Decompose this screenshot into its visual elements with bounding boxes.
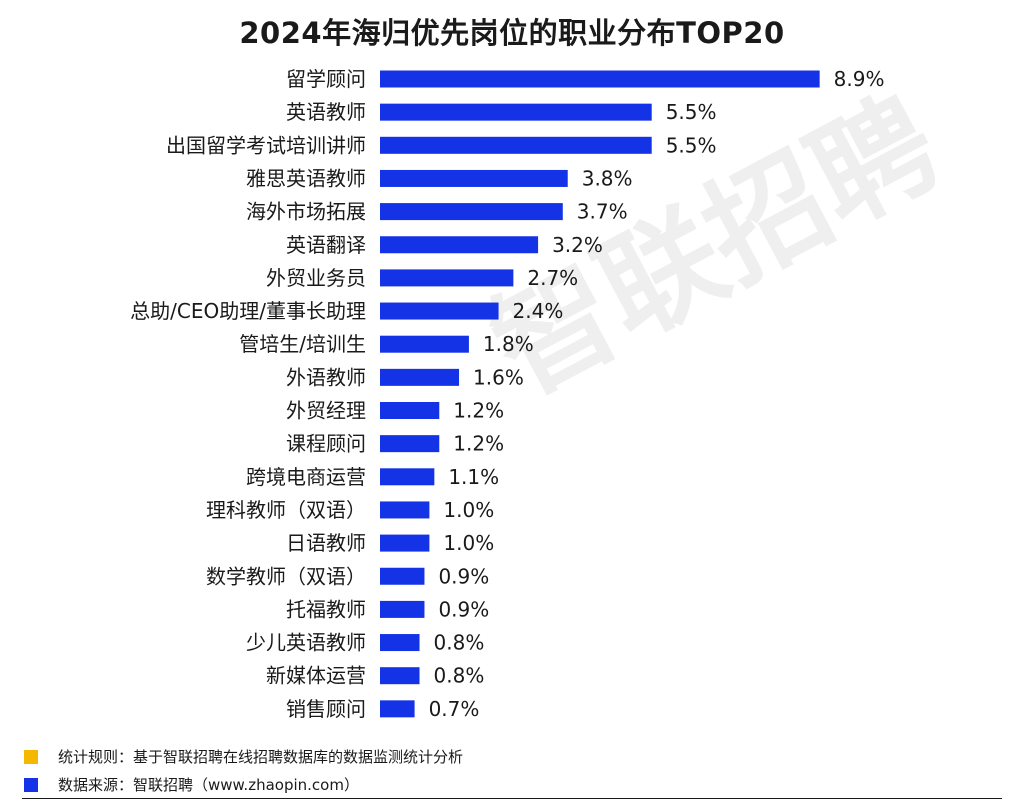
bar — [380, 169, 568, 187]
value-label: 0.8% — [434, 664, 485, 688]
category-label: 日语教师 — [286, 531, 366, 555]
category-label: 外贸业务员 — [266, 266, 366, 290]
value-label: 0.8% — [434, 631, 485, 655]
rule-legend-square — [24, 749, 38, 764]
value-label: 1.2% — [453, 399, 504, 423]
category-label: 外贸经理 — [286, 399, 366, 423]
category-label: 少儿英语教师 — [246, 631, 366, 655]
value-label: 2.7% — [527, 266, 578, 290]
bar — [380, 236, 539, 254]
value-label: 0.9% — [438, 564, 489, 588]
bar — [380, 667, 420, 685]
category-label: 课程顾问 — [286, 432, 366, 456]
value-label: 1.0% — [443, 498, 494, 522]
category-label: 销售顾问 — [286, 697, 366, 721]
footer-rule: 统计规则：基于智联招聘在线招聘数据库的数据监测统计分析 — [24, 746, 1004, 767]
bar — [380, 368, 460, 386]
value-label: 3.8% — [582, 166, 633, 190]
category-label: 留学顾问 — [286, 67, 366, 91]
footer-source-text: 数据来源：智联招聘（www.zhaopin.com） — [58, 776, 359, 794]
category-label: 数学教师（双语） — [206, 564, 366, 588]
value-label: 1.0% — [443, 531, 494, 555]
bar — [380, 501, 430, 519]
source-legend-square — [24, 777, 38, 792]
bar — [380, 534, 430, 552]
bar — [380, 468, 435, 486]
bar — [380, 700, 415, 718]
category-label: 英语教师 — [286, 100, 366, 124]
bar — [380, 203, 563, 221]
value-label: 5.5% — [666, 133, 717, 157]
bar — [380, 435, 440, 453]
category-label: 托福教师 — [286, 597, 366, 621]
footer-rule-text: 统计规则：基于智联招聘在线招聘数据库的数据监测统计分析 — [58, 748, 464, 766]
bar — [380, 600, 425, 618]
value-label: 3.7% — [577, 200, 628, 224]
bar-chart: 留学顾问 8.9% 英语教师 5.5% 出国留学考试培训讲师 5.5% 雅思英语教师 3.8%… — [130, 67, 885, 721]
value-label: 3.2% — [552, 233, 603, 257]
value-label: 5.5% — [666, 100, 717, 124]
bar — [380, 567, 425, 585]
value-label: 0.7% — [429, 697, 480, 721]
bar — [380, 269, 514, 287]
category-label: 出国留学考试培训讲师 — [166, 133, 366, 157]
bar — [380, 302, 499, 320]
bar — [380, 136, 652, 154]
bar — [380, 335, 469, 353]
category-label: 总助/CEO助理/董事长助理 — [130, 299, 366, 323]
bar — [380, 70, 820, 88]
bar — [380, 103, 652, 121]
footer-divider — [22, 798, 1002, 799]
value-label: 1.6% — [473, 365, 524, 389]
category-label: 理科教师（双语） — [206, 498, 366, 522]
chart-title: 2024年海归优先岗位的职业分布TOP20 — [239, 16, 785, 50]
category-label: 雅思英语教师 — [246, 166, 366, 190]
value-label: 0.9% — [438, 597, 489, 621]
value-label: 1.2% — [453, 432, 504, 456]
category-label: 海外市场拓展 — [246, 200, 366, 224]
category-label: 外语教师 — [286, 365, 366, 389]
footer-source: 数据来源：智联招聘（www.zhaopin.com） — [24, 774, 1004, 795]
value-label: 1.8% — [483, 332, 534, 356]
value-label: 8.9% — [834, 67, 885, 91]
bar — [380, 634, 420, 652]
value-label: 1.1% — [448, 465, 499, 489]
category-label: 跨境电商运营 — [246, 465, 366, 489]
value-label: 2.4% — [513, 299, 564, 323]
category-label: 英语翻译 — [286, 233, 366, 257]
bar — [380, 402, 440, 419]
category-label: 新媒体运营 — [266, 664, 366, 688]
category-label: 管培生/培训生 — [239, 332, 366, 356]
